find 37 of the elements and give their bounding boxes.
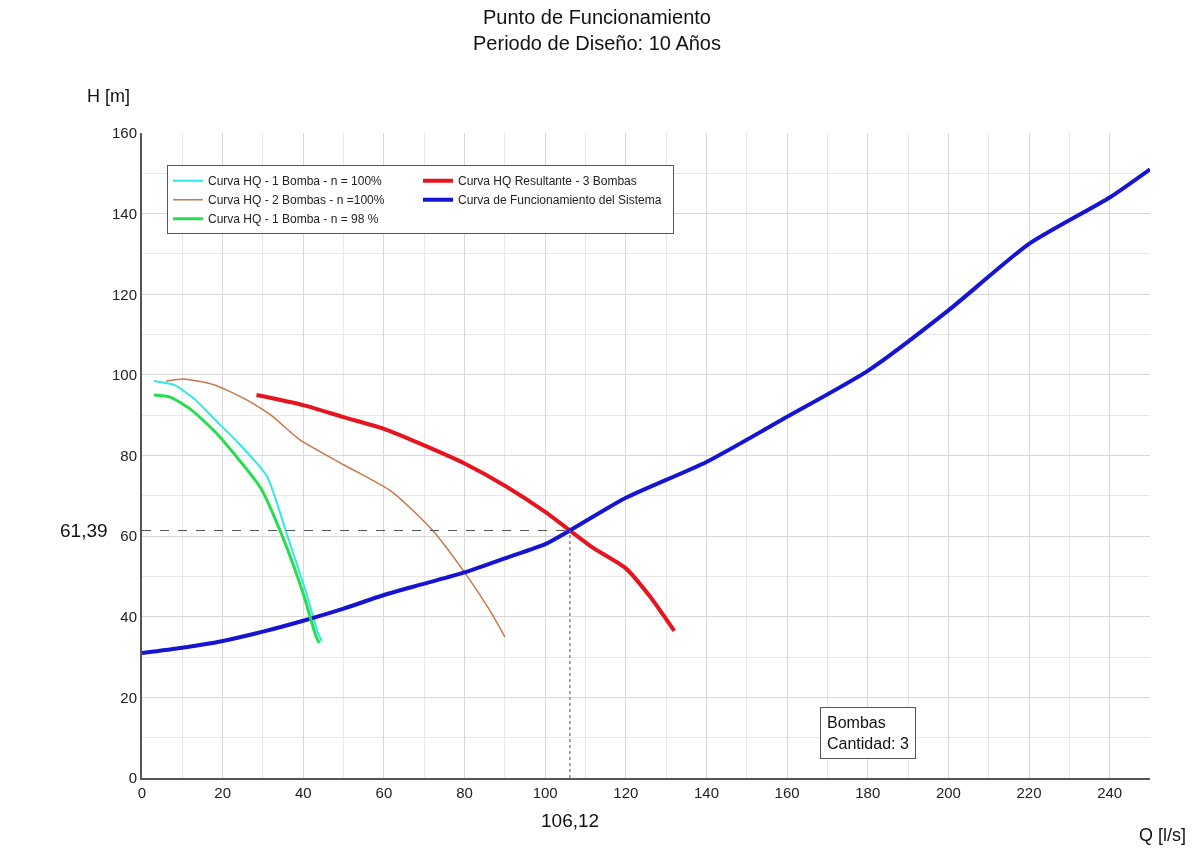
y-axis-title: H [m] xyxy=(87,86,130,106)
ref-line-label: 61,39 xyxy=(60,520,108,541)
x-axis-title: Q [l/s] xyxy=(1139,825,1187,845)
x-tick-label: 140 xyxy=(693,784,719,801)
x-tick-label: 80 xyxy=(456,784,473,801)
annotation: Cantidad: 3 xyxy=(827,734,909,752)
y-tick-label: 120 xyxy=(111,285,137,303)
y-tick-label: 0 xyxy=(128,769,137,787)
chart-title: Punto de Funcionamiento xyxy=(483,6,711,28)
line-series xyxy=(165,378,506,638)
x-tick-label: 20 xyxy=(214,784,231,801)
y-tick-label: 140 xyxy=(111,204,137,222)
legend-label: Curva HQ - 2 Bombas - n =100% xyxy=(208,193,385,208)
y-tick-label: 100 xyxy=(111,366,137,384)
y-tick-label: 20 xyxy=(120,688,137,706)
y-tick-label: 40 xyxy=(120,608,137,625)
legend-label: Curva de Funcionamiento del Sistema xyxy=(458,193,662,208)
annotation: Bombas xyxy=(827,714,886,731)
legend-label: Curva HQ - 1 Bomba - n = 100% xyxy=(208,174,383,189)
y-tick-label: 160 xyxy=(111,124,137,142)
ref-line-label: 106,12 xyxy=(541,810,600,831)
x-tick-label: 40 xyxy=(294,784,312,801)
legend-label: Curva HQ Resultante - 3 Bombas xyxy=(458,174,637,189)
x-tick-label: 220 xyxy=(1016,784,1042,801)
x-tick-label: 100 xyxy=(532,784,558,801)
chart-subtitle: Periodo de Diseño: 10 Años xyxy=(473,32,721,54)
y-tick-label: 80 xyxy=(120,446,137,464)
x-tick-label: 120 xyxy=(613,784,639,801)
x-tick-label: 160 xyxy=(774,784,800,801)
y-tick-label: 60 xyxy=(120,527,137,545)
legend-label: Curva HQ - 1 Bomba - n = 98 % xyxy=(208,212,379,227)
line-series xyxy=(142,167,1150,656)
x-tick-label: 180 xyxy=(855,784,881,801)
x-tick-label: 240 xyxy=(1097,784,1123,801)
line-series xyxy=(254,393,677,633)
x-tick-label: 60 xyxy=(375,784,393,801)
x-tick-label: 200 xyxy=(935,784,961,801)
